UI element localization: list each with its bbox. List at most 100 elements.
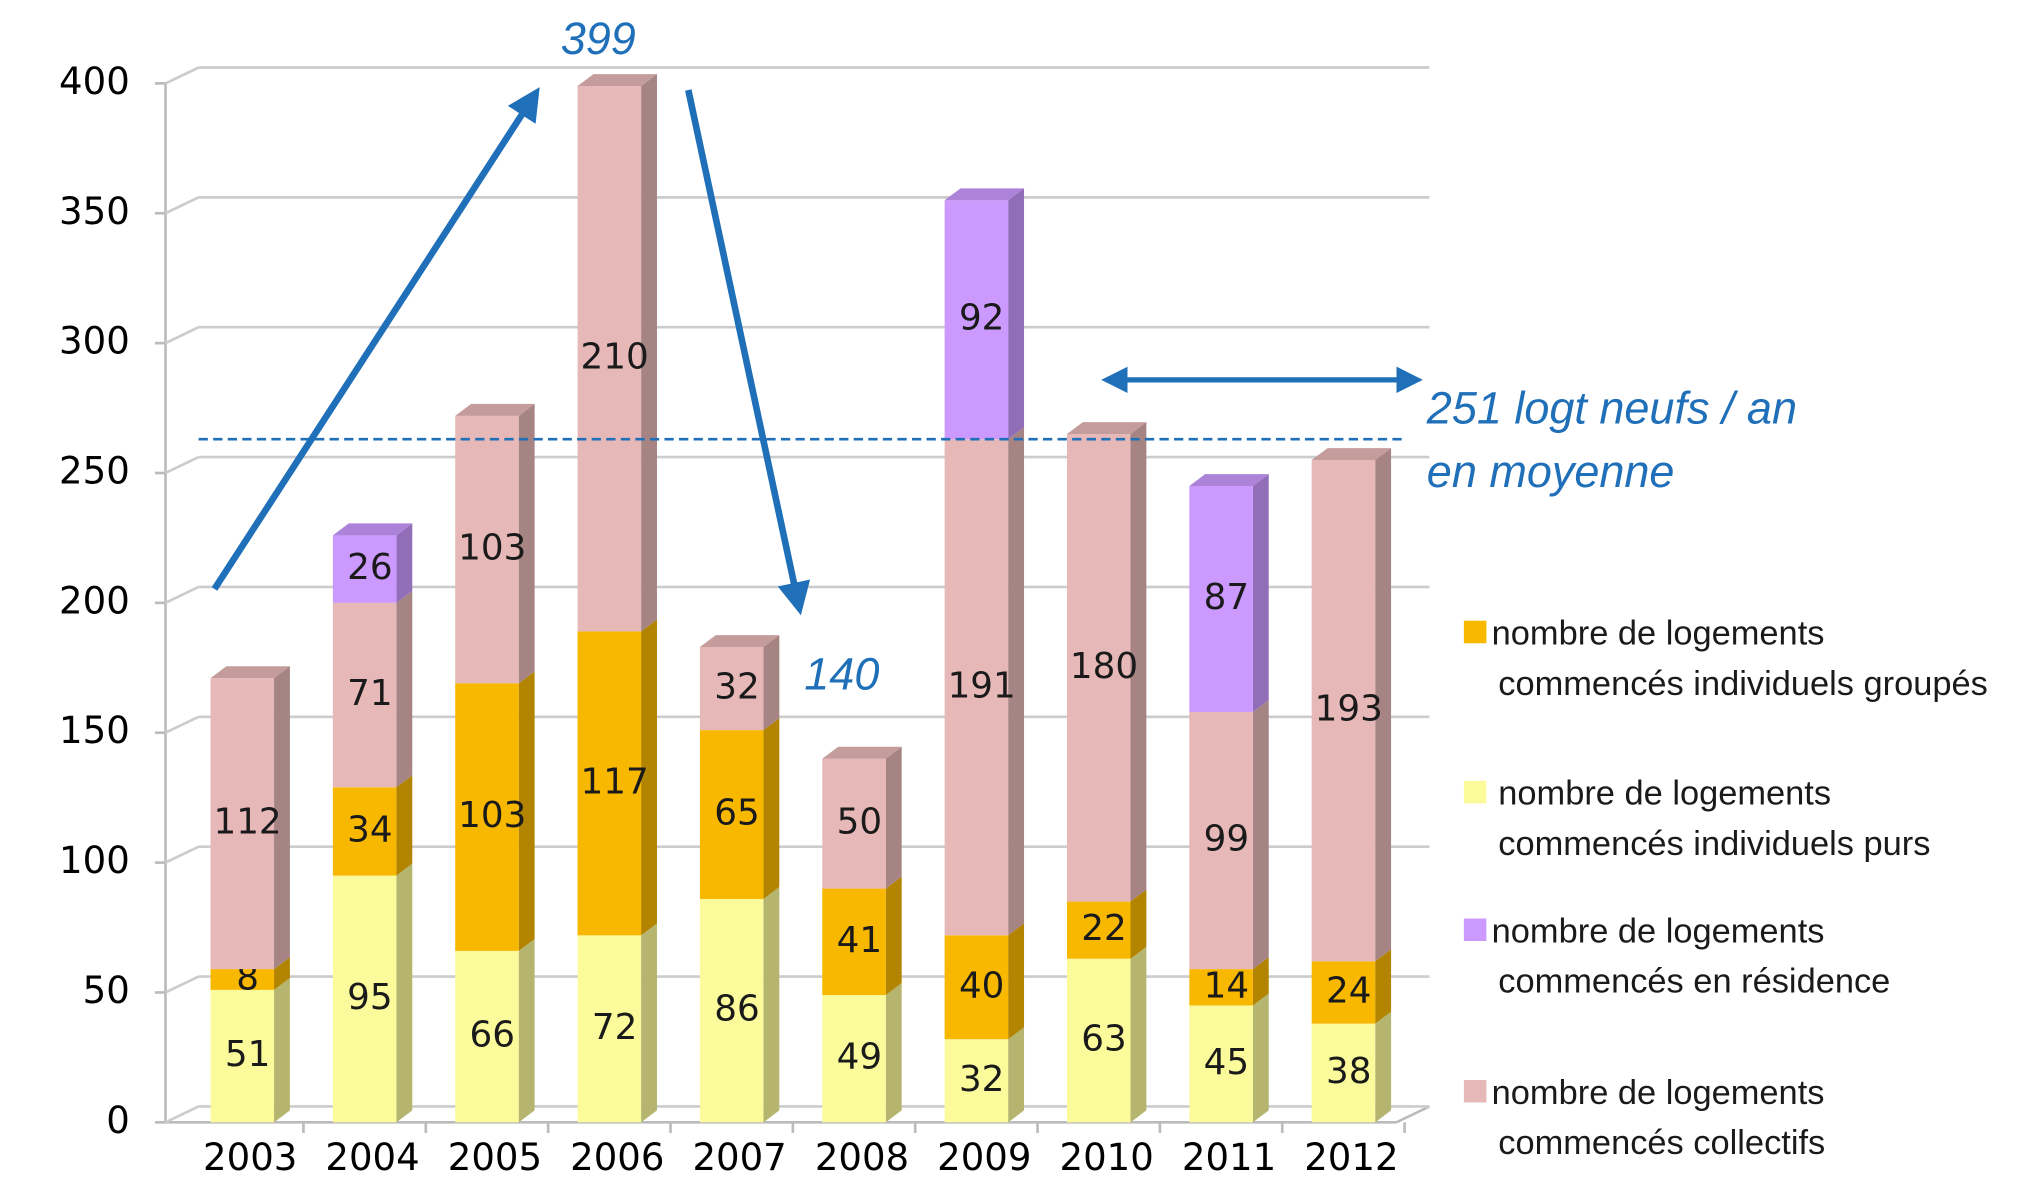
y-tick-label: 350	[59, 190, 130, 233]
bar-side	[1130, 422, 1147, 902]
value-label: 51	[225, 1034, 270, 1075]
annotation: 140	[804, 649, 879, 700]
bar-side	[885, 876, 902, 996]
bar-side	[274, 977, 290, 1123]
y-tick-label: 0	[106, 1099, 130, 1142]
bar-side	[1252, 474, 1269, 712]
bar	[944, 935, 1009, 1040]
y-tick-label: 400	[59, 60, 130, 103]
legend-label: nombre de logements commencés individuel…	[1492, 615, 1988, 703]
bar	[822, 888, 886, 996]
x-tick-label: 2007	[692, 1136, 786, 1177]
bar-side	[1375, 1011, 1392, 1123]
bars: 5181129534712666103103721172108665324941…	[198, 74, 1406, 1123]
bar-side	[885, 983, 902, 1123]
bar	[332, 787, 397, 876]
value-label: 72	[592, 1007, 637, 1048]
value-label: 92	[959, 298, 1004, 339]
bar-side	[518, 671, 535, 951]
bar-side	[1375, 949, 1392, 1024]
legend: nombre de logements commencés individuel…	[1463, 615, 1988, 1162]
bar	[210, 678, 275, 970]
value-label: 32	[959, 1059, 1004, 1100]
legend-swatch	[1463, 620, 1487, 644]
bar-top	[944, 188, 1025, 201]
bar	[1189, 485, 1253, 712]
y-tick-label: 100	[59, 839, 130, 882]
bar	[210, 969, 275, 990]
y-tick-label: 300	[59, 320, 130, 363]
bar	[455, 415, 519, 684]
bar	[1189, 1005, 1253, 1123]
value-label: 40	[959, 965, 1004, 1006]
x-tick-label: 2006	[570, 1136, 664, 1177]
legend-label: nombre de logements commencés en résiden…	[1492, 912, 1891, 1000]
bar	[332, 602, 397, 788]
value-label: 41	[837, 920, 882, 961]
y-tick-label: 50	[83, 969, 130, 1012]
bar-side	[641, 923, 657, 1123]
bar-top	[577, 74, 657, 86]
bar-side	[396, 775, 413, 876]
bar-top	[455, 403, 535, 416]
bar	[577, 935, 642, 1123]
grid-line	[164, 455, 200, 475]
bar-top	[1189, 474, 1269, 486]
bar-side	[1375, 448, 1392, 962]
grid-line	[164, 585, 200, 605]
x-tick-label: 2008	[815, 1136, 909, 1177]
bar	[332, 535, 397, 603]
bar-side	[274, 957, 290, 990]
bar-side	[641, 74, 657, 632]
bar	[210, 989, 275, 1123]
bar	[1066, 901, 1131, 959]
x-tick-label: 2011	[1182, 1136, 1276, 1177]
bar	[1066, 434, 1131, 902]
value-label: 112	[213, 802, 281, 843]
bar-side	[396, 523, 413, 603]
bar-top	[332, 523, 413, 536]
bar	[577, 85, 642, 632]
value-label: 26	[347, 547, 392, 588]
y-tick-label: 250	[59, 449, 130, 492]
bar	[699, 898, 764, 1123]
annotation: en moyenne	[1427, 446, 1675, 497]
bar-side	[396, 590, 413, 788]
bar-side	[1008, 1027, 1025, 1123]
grid-line	[164, 196, 200, 215]
x-tick-label: 2012	[1304, 1136, 1398, 1177]
bar	[1311, 460, 1376, 962]
value-label: 191	[948, 665, 1016, 706]
value-label: 193	[1315, 689, 1383, 730]
bar-side	[1252, 700, 1269, 970]
bar	[1311, 1023, 1376, 1123]
annotations: 399 140 251 logt neufs / an en moyenne	[211, 13, 1797, 700]
bar-side	[1130, 946, 1147, 1123]
annotation: 399	[561, 13, 636, 64]
bar	[1189, 969, 1253, 1006]
value-label: 71	[347, 673, 392, 714]
bar-side	[641, 619, 657, 936]
grid-line	[164, 1105, 200, 1124]
bar-side	[1008, 923, 1025, 1040]
bar-top	[210, 666, 290, 679]
bar-side	[1008, 427, 1025, 936]
bar	[822, 995, 886, 1123]
value-label: 103	[458, 795, 526, 836]
bar	[1311, 961, 1376, 1024]
value-label: 65	[714, 793, 759, 834]
bar-side	[274, 666, 290, 970]
bar-side	[763, 718, 780, 899]
value-label: 34	[347, 809, 392, 850]
value-label: 24	[1326, 970, 1371, 1011]
bar-side	[885, 746, 902, 889]
arrow-down	[685, 89, 811, 616]
bar	[699, 647, 764, 731]
bar-top	[822, 746, 902, 759]
bar-side	[1130, 889, 1147, 959]
value-label: 103	[458, 528, 526, 569]
value-label: 32	[714, 667, 759, 708]
grid-line	[164, 975, 200, 994]
bar-side	[763, 887, 780, 1123]
